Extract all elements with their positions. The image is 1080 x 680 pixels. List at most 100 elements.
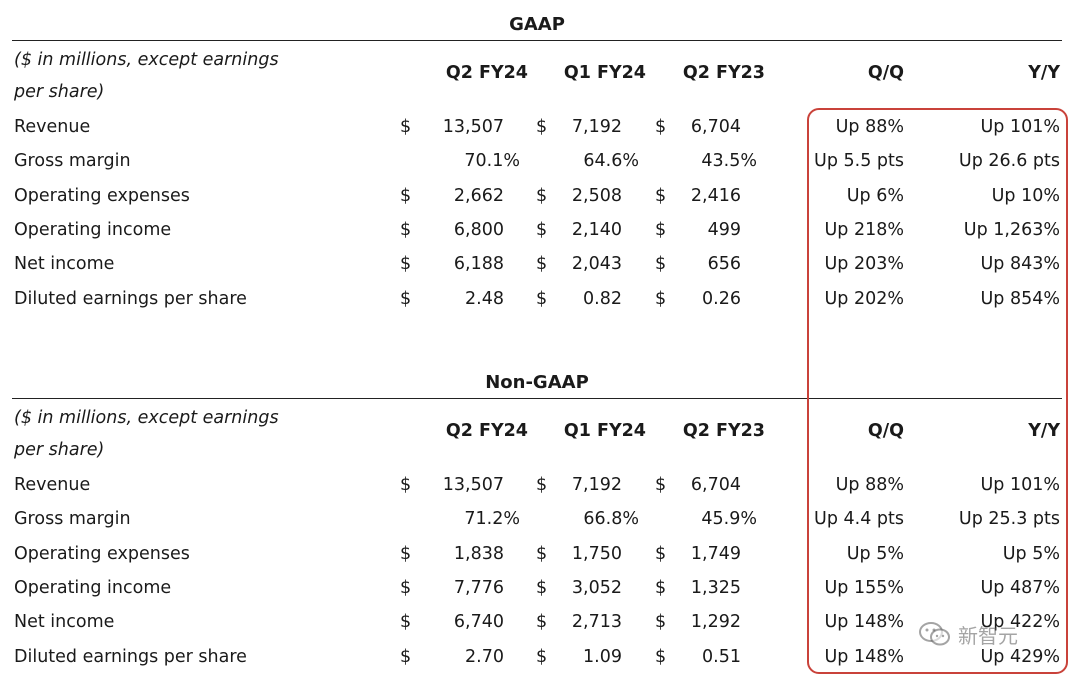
- row-label: Net income: [14, 254, 115, 275]
- dollar-sign: $: [655, 288, 667, 309]
- dollar-sign: $: [655, 117, 667, 137]
- dollar-sign: $: [400, 646, 412, 667]
- dollar-sign: $: [400, 543, 412, 564]
- value-q1fy24: 66.8%: [583, 509, 639, 530]
- value-q1fy24: 2,713: [571, 612, 622, 633]
- column-header-qq: Q/Q: [867, 421, 904, 441]
- dollar-sign: $: [536, 117, 548, 137]
- value-q1fy24: 1.09: [583, 646, 622, 667]
- value-yy: Up 487%: [980, 577, 1060, 598]
- value-q2fy24: 1,838: [453, 543, 504, 564]
- dollar-sign: $: [400, 254, 412, 275]
- column-header-yy: Y/Y: [1028, 421, 1060, 441]
- value-yy: Up 25.3 pts: [958, 509, 1060, 530]
- value-q2fy23: 0.26: [702, 288, 741, 309]
- row-label: Revenue: [14, 117, 91, 137]
- row-label: Operating expenses: [14, 185, 190, 206]
- value-q1fy24: 7,192: [571, 117, 622, 137]
- table-row: Net income $6,188 $2,043 $656 Up 203% Up 843%: [12, 247, 1062, 281]
- table-row: Diluted earnings per share $2.48 $0.82 $0.2…: [12, 282, 1062, 316]
- dollar-sign: $: [400, 612, 412, 633]
- dollar-sign: $: [655, 475, 667, 495]
- table-row: Operating expenses $2,662 $2,508 $2,416 Up 6…: [12, 179, 1062, 213]
- value-q2fy23: 1,325: [690, 577, 741, 598]
- value-qq: Up 203%: [824, 254, 904, 275]
- column-header-q2fy24: Q2 FY24: [445, 63, 528, 83]
- dollar-sign: $: [400, 577, 412, 598]
- value-q2fy24: 2.70: [465, 646, 504, 667]
- value-yy: Up 5%: [1002, 543, 1060, 564]
- value-yy: Up 422%: [980, 612, 1060, 633]
- value-q2fy24: 70.1%: [464, 151, 520, 172]
- value-qq: Up 202%: [824, 288, 904, 309]
- dollar-sign: $: [400, 288, 412, 309]
- value-q2fy24: 71.2%: [464, 509, 520, 530]
- dollar-sign: $: [536, 612, 548, 633]
- value-q2fy24: 2.48: [465, 288, 504, 309]
- table-row: Operating expenses $1,838 $1,750 $1,749 Up 5…: [12, 537, 1062, 571]
- table-row: Operating income $7,776 $3,052 $1,325 Up 155…: [12, 571, 1062, 605]
- value-q2fy24: 6,740: [453, 612, 504, 633]
- value-qq: Up 155%: [824, 577, 904, 598]
- dollar-sign: $: [536, 288, 548, 309]
- section-title: Non-GAAP: [485, 372, 589, 393]
- value-yy: Up 429%: [980, 646, 1060, 667]
- value-q1fy24: 2,140: [571, 219, 622, 240]
- value-qq: Up 88%: [835, 475, 904, 495]
- value-q2fy23: 43.5%: [701, 151, 757, 172]
- value-q2fy23: 1,292: [690, 612, 741, 633]
- units-note: ($ in millions, except earnings per shar…: [14, 50, 279, 102]
- table-row: Diluted earnings per share $2.70 $1.09 $0.5…: [12, 640, 1062, 674]
- value-q1fy24: 7,192: [571, 475, 622, 495]
- value-q2fy24: 6,188: [453, 254, 504, 275]
- dollar-sign: $: [655, 219, 667, 240]
- value-q1fy24: 3,052: [571, 577, 622, 598]
- value-yy: Up 843%: [980, 254, 1060, 275]
- value-q2fy23: 656: [707, 254, 741, 275]
- dollar-sign: $: [536, 254, 548, 275]
- row-label: Gross margin: [14, 509, 131, 530]
- column-header-yy: Y/Y: [1028, 63, 1060, 83]
- value-q2fy24: 2,662: [453, 185, 504, 206]
- row-label: Diluted earnings per share: [14, 646, 247, 667]
- value-yy: Up 10%: [991, 185, 1060, 206]
- dollar-sign: $: [400, 219, 412, 240]
- column-header-q2fy24: Q2 FY24: [445, 421, 528, 441]
- table-row: Revenue $13,507 $7,192 $6,704 Up 88% Up 101%: [12, 468, 1062, 502]
- dollar-sign: $: [655, 612, 667, 633]
- value-qq: Up 218%: [824, 219, 904, 240]
- value-yy: Up 101%: [980, 475, 1060, 495]
- wechat-icon: [919, 622, 950, 646]
- value-q2fy24: 6,800: [453, 219, 504, 240]
- row-label: Gross margin: [14, 151, 131, 172]
- watermark: 新智元: [918, 616, 1058, 652]
- dollar-sign: $: [536, 219, 548, 240]
- value-q2fy24: 13,507: [442, 475, 504, 495]
- dollar-sign: $: [400, 475, 412, 495]
- table-row: Gross margin 71.2% 66.8% 45.9% Up 4.4 pts Up …: [12, 502, 1062, 536]
- section-title: GAAP: [509, 14, 565, 35]
- value-q1fy24: 2,043: [571, 254, 622, 275]
- value-q1fy24: 2,508: [571, 185, 622, 206]
- value-q2fy23: 0.51: [702, 646, 741, 667]
- row-label: Operating expenses: [14, 543, 190, 564]
- column-header-q2fy23: Q2 FY23: [682, 63, 765, 83]
- dollar-sign: $: [536, 577, 548, 598]
- table-row: Operating income $6,800 $2,140 $499 Up 218% U…: [12, 213, 1062, 247]
- value-qq: Up 148%: [824, 612, 904, 633]
- column-header-q1fy24: Q1 FY24: [563, 63, 646, 83]
- dollar-sign: $: [400, 185, 412, 206]
- value-q2fy24: 7,776: [453, 577, 504, 598]
- value-q2fy23: 6,704: [690, 475, 741, 495]
- table-row: Revenue $13,507 $7,192 $6,704 Up 88% Up 101%: [12, 110, 1062, 144]
- value-q1fy24: 1,750: [571, 543, 622, 564]
- dollar-sign: $: [655, 254, 667, 275]
- row-label: Operating income: [14, 577, 172, 598]
- units-note: ($ in millions, except earnings per shar…: [14, 408, 279, 460]
- dollar-sign: $: [536, 543, 548, 564]
- value-q2fy23: 45.9%: [701, 509, 757, 530]
- dollar-sign: $: [655, 577, 667, 598]
- qq-yy-highlight-box: [807, 108, 1068, 674]
- value-q2fy23: 6,704: [690, 117, 741, 137]
- value-yy: Up 101%: [980, 117, 1060, 137]
